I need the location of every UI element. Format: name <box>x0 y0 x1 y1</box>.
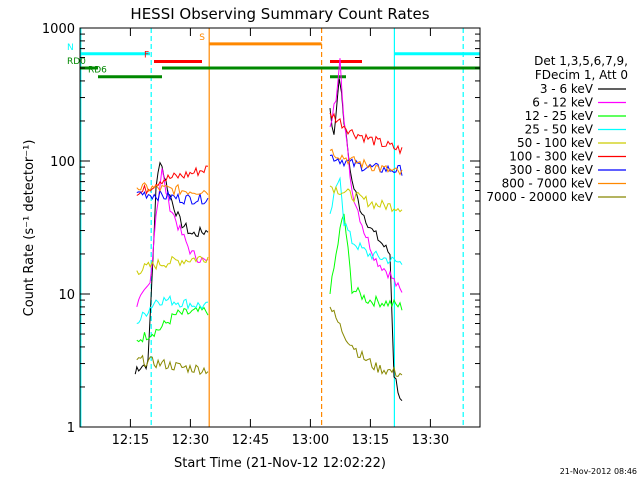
y-tick-label: 1000 <box>42 22 75 37</box>
series-line <box>136 148 403 197</box>
series-line <box>136 154 403 205</box>
chart-title: HESSI Observing Summary Count Rates <box>130 5 429 23</box>
series-line <box>136 306 403 377</box>
flag-label: RD0 <box>67 57 86 67</box>
x-tick-label: 13:00 <box>292 433 329 448</box>
legend-label: 50 - 100 keV <box>517 136 594 150</box>
series-line <box>136 58 403 308</box>
legend-label: 3 - 6 keV <box>540 82 594 96</box>
y-tick-label: 1 <box>67 421 75 436</box>
series-line <box>136 112 403 196</box>
flag-label: N <box>67 43 74 53</box>
legend-header: FDecim 1, Att 0 <box>535 68 628 82</box>
y-tick-label: 100 <box>50 155 75 170</box>
legend: Det 1,3,5,6,7,9,FDecim 1, Att 03 - 6 keV… <box>486 54 628 204</box>
x-tick-label: 12:30 <box>172 433 209 448</box>
legend-label: 7000 - 20000 keV <box>486 190 593 204</box>
legend-header: Det 1,3,5,6,7,9, <box>534 54 628 68</box>
plot-frame <box>79 27 481 428</box>
x-tick-label: 13:30 <box>412 433 449 448</box>
legend-label: 12 - 25 keV <box>525 109 594 123</box>
vertical-markers <box>80 28 464 427</box>
flag-label: S <box>199 33 205 43</box>
flag-label: RD6 <box>88 66 107 76</box>
legend-label: 6 - 12 keV <box>532 96 594 110</box>
x-tick-label: 12:15 <box>112 433 149 448</box>
x-tick-label: 13:15 <box>352 433 389 448</box>
y-axis: 1 10 100 1000 <box>42 22 480 436</box>
footer-timestamp: 21-Nov-2012 08:46 <box>560 467 637 476</box>
legend-label: 800 - 7000 keV <box>502 177 594 191</box>
series-line <box>136 213 403 343</box>
y-tick-label: 10 <box>58 288 75 303</box>
series-line <box>136 185 403 276</box>
legend-label: 25 - 50 keV <box>525 123 594 137</box>
y-axis-label: Count Rate (s⁻¹ detector⁻¹) <box>22 140 37 317</box>
flag-label: F <box>144 50 149 60</box>
data-series <box>134 58 403 402</box>
legend-label: 300 - 800 keV <box>509 163 593 177</box>
x-axis: 12:15 12:30 12:45 13:00 13:15 13:30 <box>112 28 449 448</box>
legend-label: 100 - 300 keV <box>509 150 593 164</box>
x-tick-label: 12:45 <box>232 433 269 448</box>
series-line <box>136 176 403 324</box>
x-axis-label: Start Time (21-Nov-12 12:02:22) <box>174 456 386 471</box>
